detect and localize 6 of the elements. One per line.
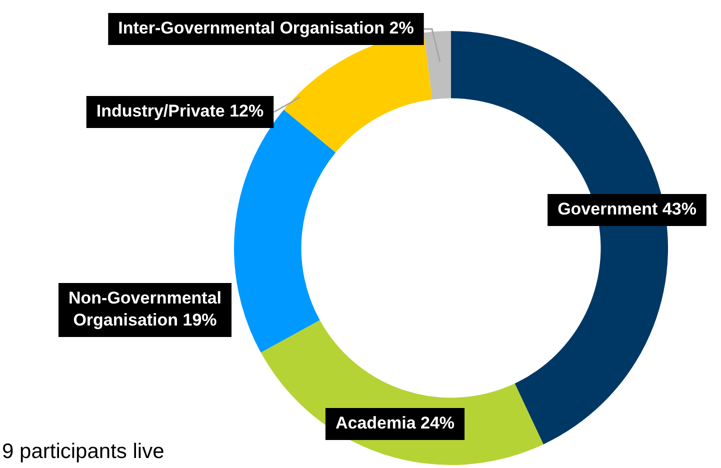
slice-label: Industry/Private 12% [96,102,264,121]
text: 9 participants live [2,440,164,464]
slice-label: Inter-Governmental Organisation 2% [118,18,414,38]
slice-label: Government 43% [558,200,696,219]
slice-label: Non-Governmental Organisation 19% [68,288,222,330]
slice-label: Academia 24% [335,414,455,433]
